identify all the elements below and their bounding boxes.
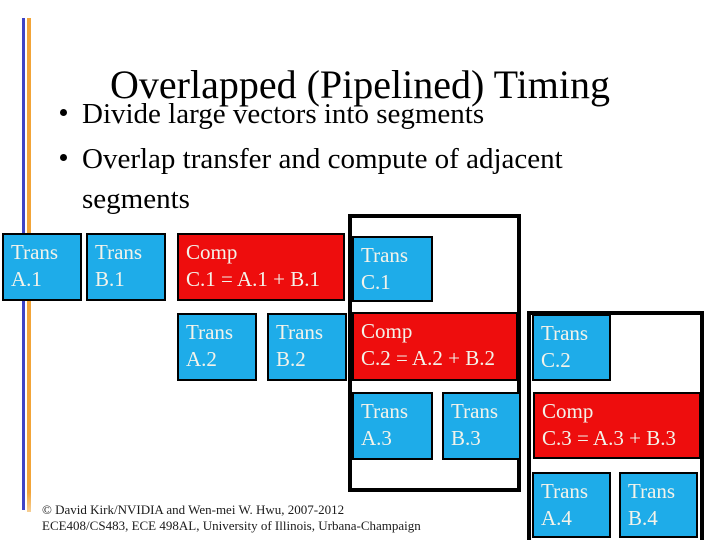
footer-line2: ECE408/CS483, ECE 498AL, University of I…: [42, 517, 421, 533]
box-label-line2: B.4: [628, 506, 658, 530]
box-label-line2: C.2: [541, 348, 571, 372]
bullet-dot-icon: [60, 109, 67, 116]
bullet-text: Overlap transfer and compute of adjacent…: [82, 143, 563, 215]
box-label-line1: Comp: [542, 399, 594, 423]
box-label-line1: Trans: [361, 243, 409, 267]
box-label-line1: Trans: [628, 479, 676, 503]
box-comp-c1: Comp C.1 = A.1 + B.1: [177, 233, 345, 301]
page-title: Overlapped (Pipelined) Timing: [110, 61, 610, 107]
box-label-line1: Comp: [361, 319, 413, 343]
pipeline-frame-2: [527, 311, 704, 540]
box-label-line1: Trans: [11, 240, 59, 264]
bullet-item: Overlap transfer and compute of adjacent…: [60, 139, 616, 219]
box-label-line1: Comp: [186, 240, 238, 264]
box-label-line1: Trans: [541, 479, 589, 503]
box-trans-a4: Trans A.4: [532, 472, 611, 538]
box-trans-c2: Trans C.2: [532, 314, 611, 381]
box-label-line2: B.1: [95, 267, 125, 291]
box-label-line2: C.1: [361, 270, 391, 294]
box-label-line2: B.3: [451, 426, 481, 450]
box-trans-b2: Trans B.2: [267, 313, 347, 381]
box-label-line2: C.2 = A.2 + B.2: [361, 346, 495, 370]
box-label-line1: Trans: [186, 320, 234, 344]
box-trans-c1: Trans C.1: [352, 236, 433, 302]
box-comp-c2: Comp C.2 = A.2 + B.2: [352, 312, 518, 381]
box-label-line1: Trans: [541, 321, 589, 345]
box-label-line2: A.2: [186, 347, 217, 371]
box-trans-b3: Trans B.3: [442, 392, 521, 460]
copyright-footer: © David Kirk/NVIDIA and Wen-mei W. Hwu, …: [42, 502, 421, 533]
box-trans-a2: Trans A.2: [177, 313, 257, 381]
pipeline-frame-1: [348, 214, 521, 492]
bullet-dot-icon: [60, 154, 67, 161]
box-label-line1: Trans: [95, 240, 143, 264]
box-label-line2: B.2: [276, 347, 306, 371]
box-label-line2: A.1: [11, 267, 42, 291]
box-label-line2: A.4: [541, 506, 572, 530]
bullet-item: Divide large vectors into segments: [60, 94, 616, 134]
bullet-list: Divide large vectors into segments Overl…: [60, 94, 616, 224]
bullet-text: Divide large vectors into segments: [82, 98, 485, 130]
box-label-line2: A.3: [361, 426, 392, 450]
box-trans-b4: Trans B.4: [619, 472, 698, 538]
footer-line1: © David Kirk/NVIDIA and Wen-mei W. Hwu, …: [42, 502, 345, 517]
box-trans-a1: Trans A.1: [2, 233, 82, 301]
box-trans-a3: Trans A.3: [352, 392, 433, 460]
box-label-line2: C.1 = A.1 + B.1: [186, 267, 320, 291]
box-label-line1: Trans: [451, 399, 499, 423]
box-label-line1: Trans: [276, 320, 324, 344]
box-label-line2: C.3 = A.3 + B.3: [542, 426, 676, 450]
box-comp-c3: Comp C.3 = A.3 + B.3: [533, 392, 701, 459]
box-trans-b1: Trans B.1: [86, 233, 166, 301]
box-label-line1: Trans: [361, 399, 409, 423]
